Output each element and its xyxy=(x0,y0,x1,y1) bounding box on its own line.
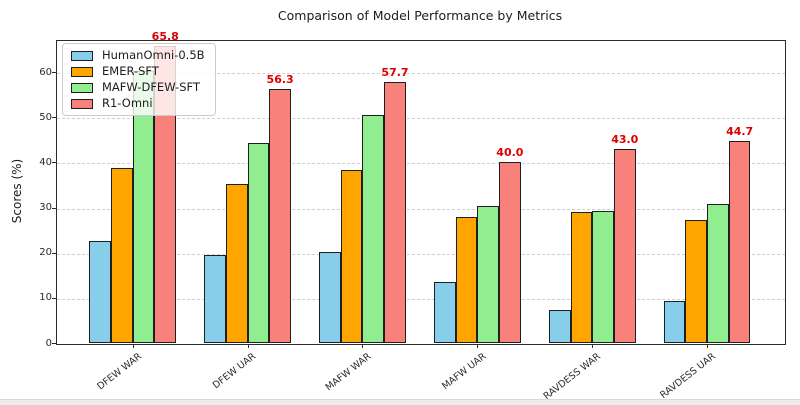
x-tick-mark xyxy=(477,344,479,348)
legend-label: R1-Omni xyxy=(102,96,153,110)
grid-line xyxy=(57,163,785,165)
legend-swatch xyxy=(71,98,93,109)
legend-swatch xyxy=(71,82,93,93)
bar xyxy=(685,220,708,343)
y-axis-label: Scores (%) xyxy=(10,158,24,224)
x-tick-label: RAVDESS WAR xyxy=(541,351,604,403)
bar xyxy=(111,168,133,343)
y-tick-label: 60 xyxy=(39,66,52,78)
legend-item: EMER-SFT xyxy=(71,65,205,78)
value-label: 56.3 xyxy=(266,72,294,86)
y-tick-label: 0 xyxy=(45,337,52,349)
grid-line xyxy=(57,73,785,75)
bar xyxy=(707,203,729,343)
legend-item: HumanOmni-0.5B xyxy=(71,49,205,62)
grid-line xyxy=(57,298,785,300)
y-tick-mark xyxy=(52,207,56,209)
y-tick-mark xyxy=(52,162,56,164)
y-tick-mark xyxy=(52,297,56,299)
x-tick-label: MAFW WAR xyxy=(323,351,374,394)
bar xyxy=(89,240,111,343)
legend-label: EMER-SFT xyxy=(102,64,159,78)
x-tick-label: MAFW UAR xyxy=(439,351,489,393)
bar xyxy=(247,142,270,343)
legend-label: HumanOmni-0.5B xyxy=(102,48,205,62)
bar xyxy=(204,255,226,343)
legend-label: MAFW-DFEW-SFT xyxy=(102,80,200,94)
x-tick-mark xyxy=(592,344,594,348)
bar xyxy=(548,310,571,343)
y-tick-label: 50 xyxy=(39,111,52,123)
legend: HumanOmni-0.5B EMER-SFT MAFW-DFEW-SFT R1-Om… xyxy=(62,43,216,116)
bar xyxy=(225,183,248,343)
x-tick-label: RAVDESS UAR xyxy=(658,351,718,401)
y-tick-mark xyxy=(52,72,56,74)
legend-item: MAFW-DFEW-SFT xyxy=(71,81,205,94)
bar xyxy=(433,282,456,343)
x-tick-mark xyxy=(707,344,709,348)
footer-strip xyxy=(0,399,800,405)
legend-swatch xyxy=(71,66,93,77)
y-tick-mark xyxy=(52,252,56,254)
bar xyxy=(319,251,341,343)
value-label: 43.0 xyxy=(611,132,639,146)
value-label: 40.0 xyxy=(496,146,524,160)
y-tick-mark xyxy=(52,343,56,344)
x-tick-mark xyxy=(247,344,249,348)
x-tick-label: DFEW UAR xyxy=(211,351,259,392)
y-tick-label: 10 xyxy=(39,292,52,304)
bar xyxy=(663,300,686,343)
x-tick-label: DFEW WAR xyxy=(94,351,144,393)
bar xyxy=(570,212,593,343)
bar xyxy=(384,82,406,343)
bar xyxy=(728,141,751,343)
bar xyxy=(455,216,478,343)
bar xyxy=(340,169,363,343)
grid-line xyxy=(57,118,785,120)
bar xyxy=(362,115,385,343)
value-label: 57.7 xyxy=(381,66,409,80)
grid-line xyxy=(57,253,785,255)
bar xyxy=(592,210,614,343)
value-label: 44.7 xyxy=(726,125,754,139)
y-tick-label: 20 xyxy=(39,247,52,259)
bar xyxy=(477,205,500,343)
bar xyxy=(499,162,521,343)
x-tick-mark xyxy=(362,344,364,348)
y-tick-label: 30 xyxy=(39,202,52,214)
value-label: 65.8 xyxy=(151,29,179,43)
legend-swatch xyxy=(71,50,93,61)
bar xyxy=(613,148,636,343)
y-tick-label: 40 xyxy=(39,156,52,168)
legend-item: R1-Omni xyxy=(71,97,205,110)
x-tick-mark xyxy=(132,344,134,348)
y-tick-mark xyxy=(52,117,56,119)
chart-title: Comparison of Model Performance by Metri… xyxy=(277,8,563,23)
grid-line xyxy=(57,208,785,210)
bar xyxy=(269,88,291,343)
